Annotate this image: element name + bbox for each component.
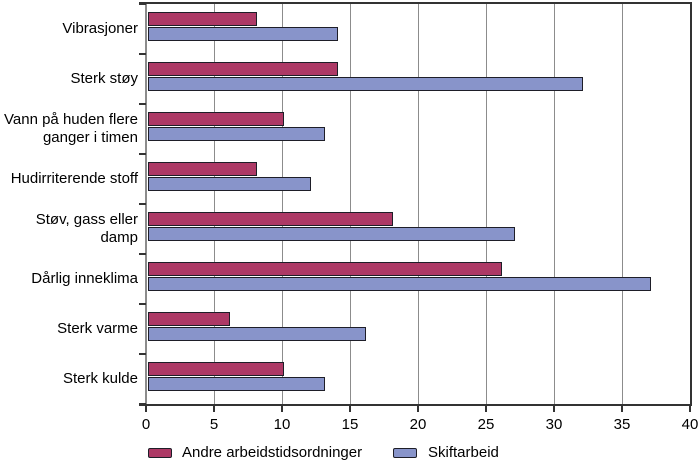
bar-skiftarbeid	[148, 27, 338, 41]
plot-frame-top	[139, 2, 692, 4]
x-tick-mark	[213, 404, 215, 412]
x-tick-label: 0	[141, 416, 151, 433]
legend-label-andre-arbeidstidsordninger: Andre arbeidstidsordninger	[182, 444, 363, 461]
bar-skiftarbeid	[148, 227, 515, 241]
x-tick-mark	[689, 404, 691, 412]
bar-skiftarbeid	[148, 77, 583, 91]
gridline	[486, 4, 487, 404]
gridline	[214, 4, 215, 404]
bar-andre-arbeidstidsordninger	[148, 262, 502, 276]
x-tick-label: 10	[273, 416, 291, 433]
x-tick-mark	[281, 404, 283, 412]
legend-swatch-andre-arbeidstidsordninger	[148, 448, 172, 458]
x-tick-label: 25	[477, 416, 495, 433]
y-tick-mark	[139, 203, 146, 205]
bar-andre-arbeidstidsordninger	[148, 362, 284, 376]
x-tick-mark	[553, 404, 555, 412]
x-tick-label: 40	[681, 416, 699, 433]
y-tick-mark	[139, 3, 146, 5]
category-label: Sterk kulde	[62, 370, 138, 388]
x-tick-mark	[145, 404, 147, 412]
y-tick-mark	[139, 53, 146, 55]
x-tick-mark	[417, 404, 419, 412]
gridline	[282, 4, 283, 404]
y-axis-line	[145, 4, 147, 404]
x-tick-mark	[485, 404, 487, 412]
x-tick-label: 30	[545, 416, 563, 433]
bar-andre-arbeidstidsordninger	[148, 112, 284, 126]
gridline	[418, 4, 419, 404]
bar-skiftarbeid	[148, 277, 651, 291]
category-label: Dårlig inneklima	[31, 270, 138, 288]
y-tick-mark	[139, 253, 146, 255]
bar-andre-arbeidstidsordninger	[148, 212, 393, 226]
category-label: Støv, gass eller damp	[35, 211, 138, 246]
x-axis-line	[139, 404, 692, 406]
bar-andre-arbeidstidsordninger	[148, 162, 257, 176]
category-label: Vann på huden flere ganger i timen	[4, 111, 138, 146]
legend-label-skiftarbeid: Skiftarbeid	[428, 444, 499, 461]
x-tick-mark	[621, 404, 623, 412]
category-label: Vibrasjoner	[62, 20, 138, 38]
y-tick-mark	[139, 403, 146, 405]
y-tick-mark	[139, 153, 146, 155]
y-tick-mark	[139, 303, 146, 305]
y-tick-mark	[139, 103, 146, 105]
x-tick-label: 35	[613, 416, 631, 433]
category-label: Sterk støy	[70, 70, 138, 88]
category-label: Sterk varme	[57, 320, 138, 338]
gridline	[554, 4, 555, 404]
legend-swatch-skiftarbeid	[393, 448, 417, 458]
plot-frame-right	[690, 2, 692, 406]
x-tick-label: 20	[409, 416, 427, 433]
y-tick-mark	[139, 353, 146, 355]
gridline	[622, 4, 623, 404]
bar-skiftarbeid	[148, 177, 311, 191]
bar-skiftarbeid	[148, 327, 366, 341]
category-label: Hudirriterende stoff	[10, 170, 138, 188]
bar-andre-arbeidstidsordninger	[148, 12, 257, 26]
gridline	[350, 4, 351, 404]
x-tick-label: 15	[341, 416, 359, 433]
x-tick-label: 5	[209, 416, 219, 433]
x-tick-mark	[349, 404, 351, 412]
bar-andre-arbeidstidsordninger	[148, 312, 230, 326]
bar-skiftarbeid	[148, 377, 325, 391]
bar-skiftarbeid	[148, 127, 325, 141]
bar-andre-arbeidstidsordninger	[148, 62, 338, 76]
